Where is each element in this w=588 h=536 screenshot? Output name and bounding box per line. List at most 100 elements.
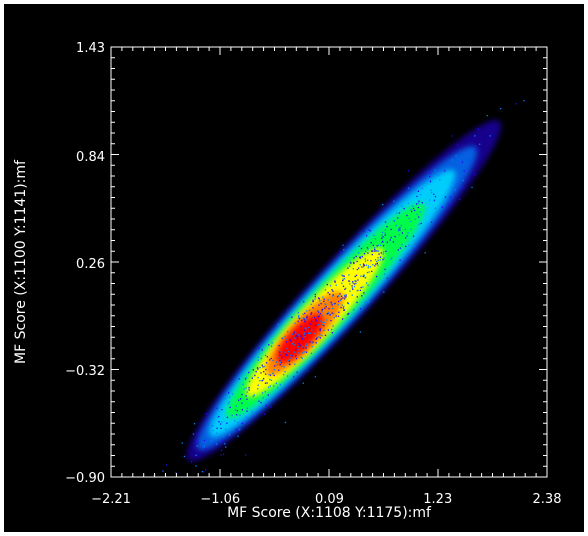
scatter-point [239,428,241,431]
scatter-point [327,313,329,315]
scatter-point [235,428,237,430]
scatter-point [205,447,207,450]
density-cloud [186,120,502,462]
scatter-point [228,401,230,403]
y-tick-label: 1.43 [76,41,105,56]
scatter-point [306,310,308,312]
scatter-point [349,261,351,263]
scatter-point [300,325,302,328]
scatter-point [319,312,322,315]
scatter-point [297,346,300,348]
scatter-point [278,344,280,347]
scatter-point [269,374,272,376]
scatter-point [372,250,374,252]
scatter-point [383,257,385,259]
scatter-point [304,335,306,338]
scatter-point [303,351,306,353]
scatter-point [262,379,264,381]
scatter-point [286,330,289,333]
scatter-point [420,193,422,196]
scatter-point [397,230,400,232]
scatter-point [523,100,525,102]
scatter-point [386,241,388,243]
scatter-point [279,354,281,356]
scatter-point [276,364,279,366]
scatter-point [417,202,419,204]
scatter-point [355,282,357,284]
scatter-point [347,267,349,269]
scatter-point [349,265,351,267]
scatter-point [195,465,197,467]
scatter-point [224,398,227,400]
scatter-point [348,280,350,282]
scatter-point [304,329,306,331]
scatter-point [294,332,297,334]
scatter-point [398,228,400,231]
scatter-point [279,364,281,366]
scatter-point [321,314,323,317]
scatter-point [235,405,237,407]
scatter-point [398,212,401,214]
scatter-point [311,342,313,344]
scatter-point [291,355,293,357]
scatter-point [273,374,275,377]
scatter-point [352,288,354,290]
scatter-point [327,329,330,331]
scatter-point [359,264,361,266]
scatter-point [299,344,301,346]
scatter-point [309,332,311,334]
scatter-point [226,422,228,424]
scatter-point [375,275,378,278]
scatter-point [361,295,363,297]
scatter-point [343,249,345,251]
scatter-point [342,285,345,287]
scatter-point [301,357,303,360]
scatter-point [339,251,342,253]
scatter-point [319,333,321,336]
scatter-point [248,422,251,424]
scatter-point [339,299,342,302]
scatter-point [231,414,233,417]
scatter-point [351,285,353,287]
scatter-point [257,356,259,359]
scatter-point [406,235,408,238]
scatter-point [302,317,304,319]
scatter-point [363,252,366,255]
scatter-point [418,223,420,226]
scatter-point [304,320,306,322]
scatter-point [380,244,382,247]
scatter-point [181,442,183,444]
scatter-point [410,220,412,223]
scatter-point [221,409,223,411]
scatter-point [263,371,265,373]
scatter-point [347,302,349,304]
scatter-point [344,288,346,291]
scatter-point [323,298,325,300]
scatter-point [316,337,318,339]
scatter-point [304,321,306,323]
scatter-point [363,264,365,266]
scatter-point [462,187,464,189]
scatter-point [355,255,357,258]
scatter-point [463,170,465,172]
scatter-point [372,244,375,247]
scatter-point [407,232,409,234]
scatter-point [368,300,370,302]
y-tick-label: 0.84 [76,150,105,165]
scatter-point [371,270,373,273]
scatter-point [342,279,344,282]
scatter-point [359,331,362,333]
scatter-point [252,395,255,398]
scatter-point [285,338,287,341]
scatter-point [407,187,410,189]
scatter-point [389,239,391,241]
scatter-point [458,198,461,200]
scatter-point [312,341,314,343]
scatter-point [280,317,283,320]
scatter-point [342,278,344,280]
scatter-point [291,343,294,345]
scatter-point [397,249,399,251]
scatter-point [361,255,364,258]
scatter-point [364,276,367,279]
scatter-point [372,264,374,266]
